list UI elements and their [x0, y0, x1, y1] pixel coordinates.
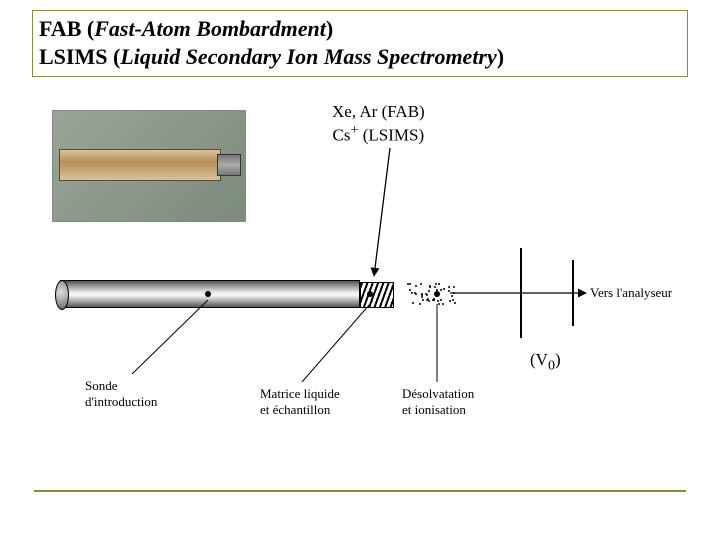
label-sonde: Sonde d'introduction [85, 378, 157, 409]
plume-dot [412, 302, 414, 304]
label-v0: (V0) [530, 350, 561, 374]
plume-dot [440, 289, 442, 291]
plume-dot [453, 292, 455, 294]
plume-dot [428, 290, 430, 292]
source-label-fab: Xe, Ar (FAB) [332, 102, 425, 122]
slide: FAB (Fast-Atom Bombardment) LSIMS (Liqui… [0, 0, 720, 540]
plume-dot [415, 285, 417, 287]
title-line-1: FAB (Fast-Atom Bombardment) [39, 15, 681, 43]
title-line-2: LSIMS (Liquid Secondary Ion Mass Spectro… [39, 43, 681, 71]
plume-dot [454, 302, 456, 304]
plume-dot [409, 283, 411, 285]
plume-dot [420, 283, 422, 285]
analyzer-plate-2 [572, 260, 574, 326]
leader-sonde [132, 300, 208, 374]
plume-dot [409, 289, 411, 291]
plume-dot [428, 300, 430, 302]
plume-dot [426, 294, 428, 296]
sample-tube-tip [360, 282, 394, 308]
title-lsims-expansion: Liquid Secondary Ion Mass Spectrometry [120, 44, 496, 69]
source-label: Xe, Ar (FAB) Cs+ (LSIMS) [332, 102, 425, 146]
plume-dot [419, 303, 421, 305]
plume-dot [435, 283, 437, 285]
plume-dot [422, 299, 424, 301]
plume-dot [452, 299, 454, 301]
label-desolvatation: Désolvatation et ionisation [402, 386, 474, 417]
bottom-rule [34, 490, 686, 492]
plume-dot [437, 300, 439, 302]
plume-dot [451, 295, 453, 297]
title-box: FAB (Fast-Atom Bombardment) LSIMS (Liqui… [32, 10, 688, 77]
plume-dot [448, 290, 450, 292]
plume-dot [407, 283, 409, 285]
title-lsims-prefix: LSIMS ( [39, 44, 120, 69]
title-fab-expansion: Fast-Atom Bombardment [94, 16, 326, 41]
plume-dot [415, 293, 417, 295]
dot-sonde [205, 291, 211, 297]
plume-dot [442, 303, 444, 305]
title-fab-suffix: ) [326, 16, 333, 41]
plume-dot [421, 294, 423, 296]
leader-matrice [302, 304, 370, 382]
plume-dot [438, 303, 440, 305]
label-analyseur: Vers l'analyseur [590, 285, 672, 301]
plume-dot [443, 288, 445, 290]
plume-dot [411, 292, 413, 294]
diagram-area: Xe, Ar (FAB) Cs+ (LSIMS) Sonde d'introdu… [0, 90, 720, 490]
title-lsims-suffix: ) [497, 44, 504, 69]
plume-dot [453, 286, 455, 288]
probe-tip [217, 154, 241, 176]
plume-dot [440, 299, 442, 301]
title-fab-prefix: FAB ( [39, 16, 94, 41]
analyzer-plate-1 [520, 248, 522, 338]
source-label-lsims: Cs+ (LSIMS) [332, 122, 425, 146]
plume-dot [433, 299, 435, 301]
label-matrice: Matrice liquide et échantillon [260, 386, 340, 417]
dot-matrice [367, 291, 373, 297]
beam-arrow [374, 148, 390, 276]
plume-dot [448, 286, 450, 288]
probe-photo [52, 110, 246, 222]
plume-dot [434, 286, 436, 288]
probe-body [59, 149, 221, 181]
plume-dot [438, 283, 440, 285]
plume-dot [449, 300, 451, 302]
